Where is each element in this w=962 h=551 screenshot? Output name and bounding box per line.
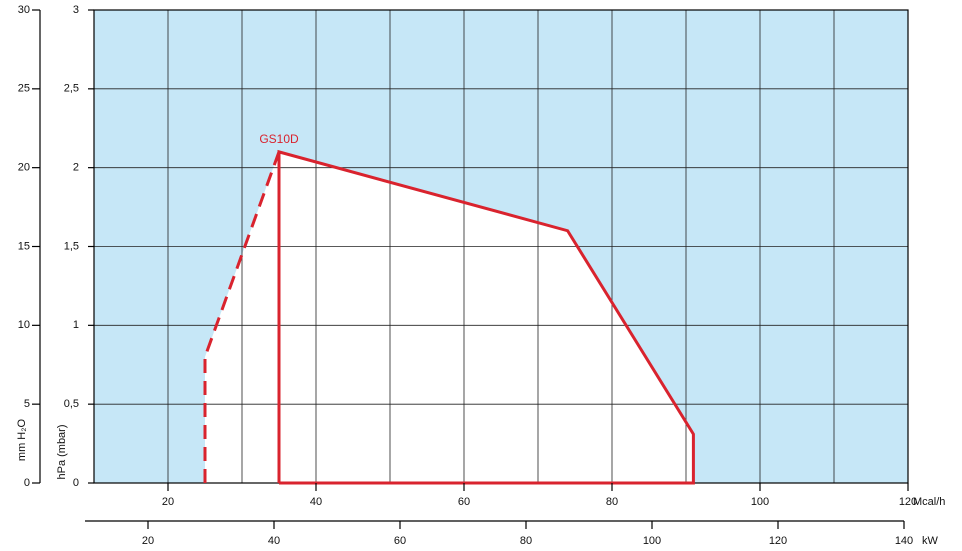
x2-tick-label: 40 <box>268 535 280 547</box>
y-axis-label: hPa (mbar) <box>56 424 68 479</box>
x-tick-label: 80 <box>606 496 618 508</box>
x-axis-label: Mcal/h <box>913 496 945 508</box>
x-tick-label: 100 <box>751 496 769 508</box>
x2-tick-label: 100 <box>643 535 661 547</box>
y-tick-label: 1,5 <box>64 240 79 252</box>
series-line <box>203 151 281 483</box>
series-label: GS10D <box>259 132 299 146</box>
y2-tick-label: 20 <box>18 162 30 174</box>
x2-tick-label: 140 <box>895 535 913 547</box>
x2-tick-label: 80 <box>520 535 532 547</box>
y-tick-label: 2,5 <box>64 83 79 95</box>
x2-axis-label: kW <box>922 535 939 547</box>
y2-tick-label: 25 <box>18 83 30 95</box>
x2-tick-label: 60 <box>394 535 406 547</box>
x2-tick-label: 120 <box>769 535 787 547</box>
y2-tick-label: 10 <box>18 319 30 331</box>
x-tick-label: 60 <box>458 496 470 508</box>
x-tick-label: 40 <box>310 496 322 508</box>
y-tick-label: 0,5 <box>64 398 79 410</box>
y-tick-label: 1 <box>73 319 79 331</box>
y2-tick-label: 30 <box>18 4 30 16</box>
series-line <box>277 149 695 485</box>
x2-tick-label: 20 <box>142 535 154 547</box>
working-field <box>205 151 694 483</box>
y-tick-label: 2 <box>73 162 79 174</box>
y2-axis-label: mm H₂O <box>16 418 28 461</box>
y2-tick-label: 5 <box>24 398 30 410</box>
y2-tick-label: 15 <box>18 240 30 252</box>
y-tick-label: 3 <box>73 4 79 16</box>
x-tick-label: 120 <box>899 496 917 508</box>
y-tick-label: 0 <box>73 477 79 489</box>
y2-tick-label: 0 <box>24 477 30 489</box>
x-tick-label: 20 <box>162 496 174 508</box>
